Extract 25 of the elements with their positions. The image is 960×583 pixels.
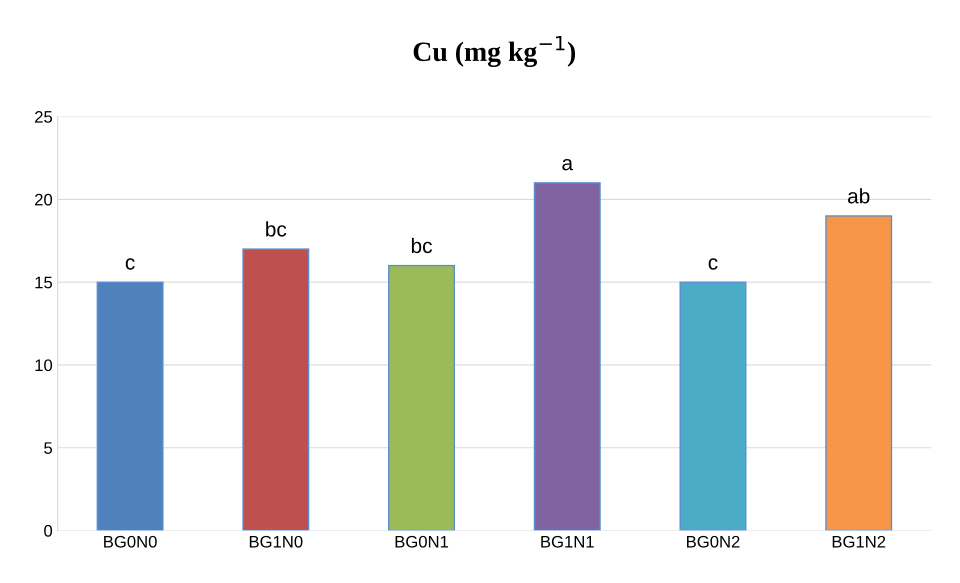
x-tick-label: BG0N1	[396, 536, 448, 548]
x-tick-label: BG1N1	[541, 536, 594, 548]
x-tick-label: BG0N0	[104, 536, 157, 548]
bar	[96, 281, 164, 531]
y-tick-label: 15	[35, 276, 52, 288]
y-tick-label: 0	[44, 524, 52, 537]
annotation: a	[562, 158, 574, 170]
y-tick-label: 5	[44, 442, 52, 454]
chart-title: Cu (mg kg$^{−1}$)	[414, 36, 576, 67]
bar	[534, 182, 601, 531]
y-tick-label: 25	[35, 111, 52, 123]
y-tick-label: 20	[35, 194, 52, 206]
bar	[242, 248, 310, 531]
x-tick-label: BG0N2	[687, 536, 740, 548]
annotation: c	[708, 258, 718, 270]
x-tick-label: BG1N0	[250, 536, 302, 548]
y-tick-label: 10	[35, 359, 52, 372]
bar	[825, 215, 892, 531]
bar	[680, 281, 746, 531]
annotation: c	[126, 258, 135, 270]
bar	[388, 264, 456, 531]
x-tick-label: BG1N2	[832, 536, 886, 548]
annotation: ab	[848, 188, 870, 204]
annotation: bc	[266, 221, 286, 237]
annotation: bc	[412, 238, 432, 254]
